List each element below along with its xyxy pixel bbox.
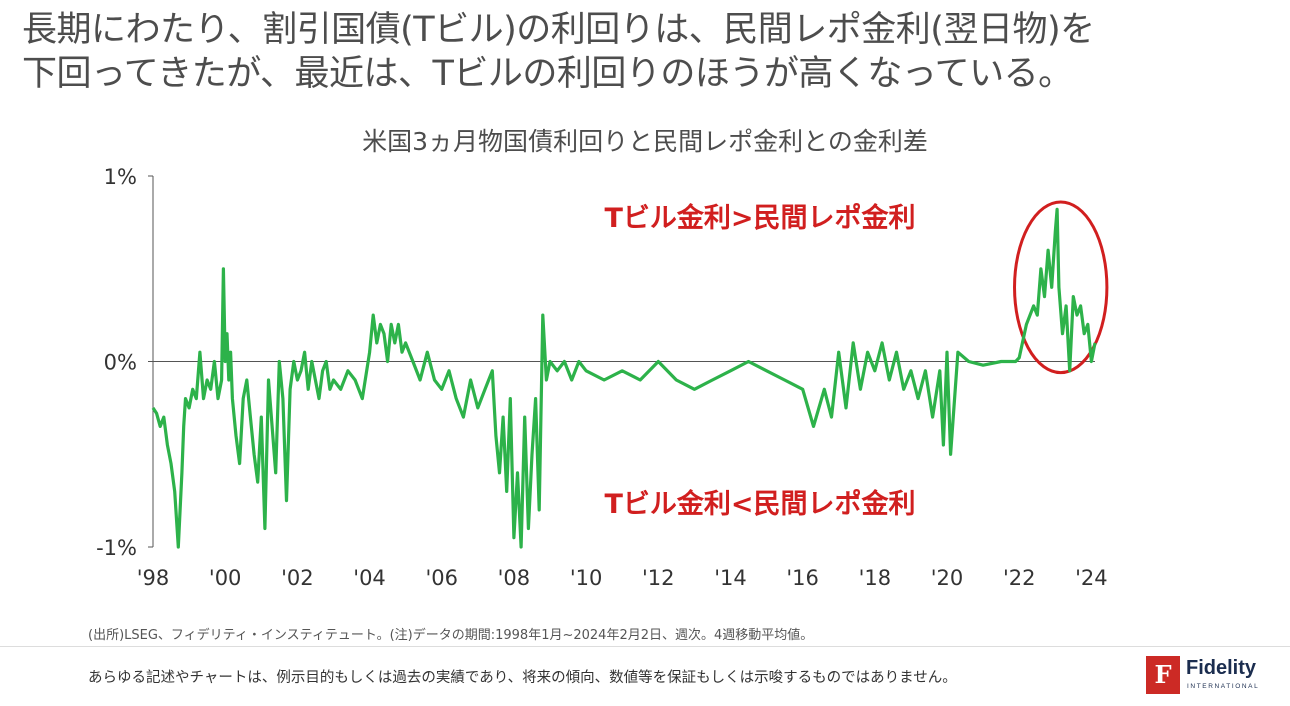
headline-line-2: 下回ってきたが、最近は、Tビルの利回りのほうが高くなっている。 (22, 54, 1073, 94)
chart-axes (148, 175, 1095, 548)
annotation-label: Tビル金利>民間レポ金利 (604, 202, 915, 234)
logo-subtitle: INTERNATIONAL (1187, 683, 1260, 690)
x-tick-label: '04 (353, 566, 386, 590)
logo-mark-icon: F (1146, 656, 1180, 694)
y-tick-label: -1% (96, 536, 137, 560)
series-layer (151, 207, 1097, 549)
headline-line-1: 長期にわたり、割引国債(Tビル)の利回りは、民間レポ金利(翌日物)を (22, 10, 1095, 50)
series-line-spread (151, 207, 1097, 549)
x-tick-labels: '98 '00 '02 '04 '06 '08 '10 '12 '14 '16 '18 '20 '22 '… (137, 566, 1108, 590)
x-tick-label: '12 (642, 566, 675, 590)
spread-chart: '98 '00 '02 '04 '06 '08 '10 '12 '14 '16 '18 '20 '22 '… (96, 165, 1109, 590)
x-tick-label: '98 (137, 566, 170, 590)
x-tick-label: '14 (714, 566, 747, 590)
footer-divider (0, 646, 1290, 647)
x-tick-label: '10 (570, 566, 603, 590)
y-tick-label: 0% (104, 351, 137, 375)
x-tick-label: '00 (209, 566, 242, 590)
headline: 長期にわたり、割引国債(Tビル)の利回りは、民間レポ金利(翌日物)を 下回ってき… (22, 8, 1272, 96)
y-tick-labels: 1% 0% -1% (96, 165, 137, 560)
x-tick-label: '06 (425, 566, 458, 590)
x-tick-label: '24 (1075, 566, 1108, 590)
x-tick-label: '22 (1003, 566, 1036, 590)
fidelity-logo: F Fidelity INTERNATIONAL (1146, 656, 1276, 696)
source-note: (出所)LSEG、フィデリティ・インスティテュート。(注)データの期間:1998… (88, 628, 814, 643)
annotations: Tビル金利>民間レポ金利 Tビル金利<民間レポ金利 (604, 200, 1109, 520)
x-tick-label: '20 (931, 566, 964, 590)
x-tick-label: '02 (281, 566, 314, 590)
x-tick-label: '18 (859, 566, 892, 590)
x-tick-label: '08 (498, 566, 531, 590)
logo-name: Fidelity (1186, 657, 1257, 679)
highlight-circle (1013, 200, 1109, 375)
x-tick-label: '16 (786, 566, 819, 590)
disclaimer: あらゆる記述やチャートは、例示目的もしくは過去の実績であり、将来の傾向、数値等を… (88, 670, 957, 686)
annotation-label: Tビル金利<民間レポ金利 (604, 488, 915, 520)
chart-title: 米国3ヵ月物国債利回りと民間レポ金利との金利差 (362, 127, 928, 156)
y-tick-label: 1% (104, 165, 137, 189)
